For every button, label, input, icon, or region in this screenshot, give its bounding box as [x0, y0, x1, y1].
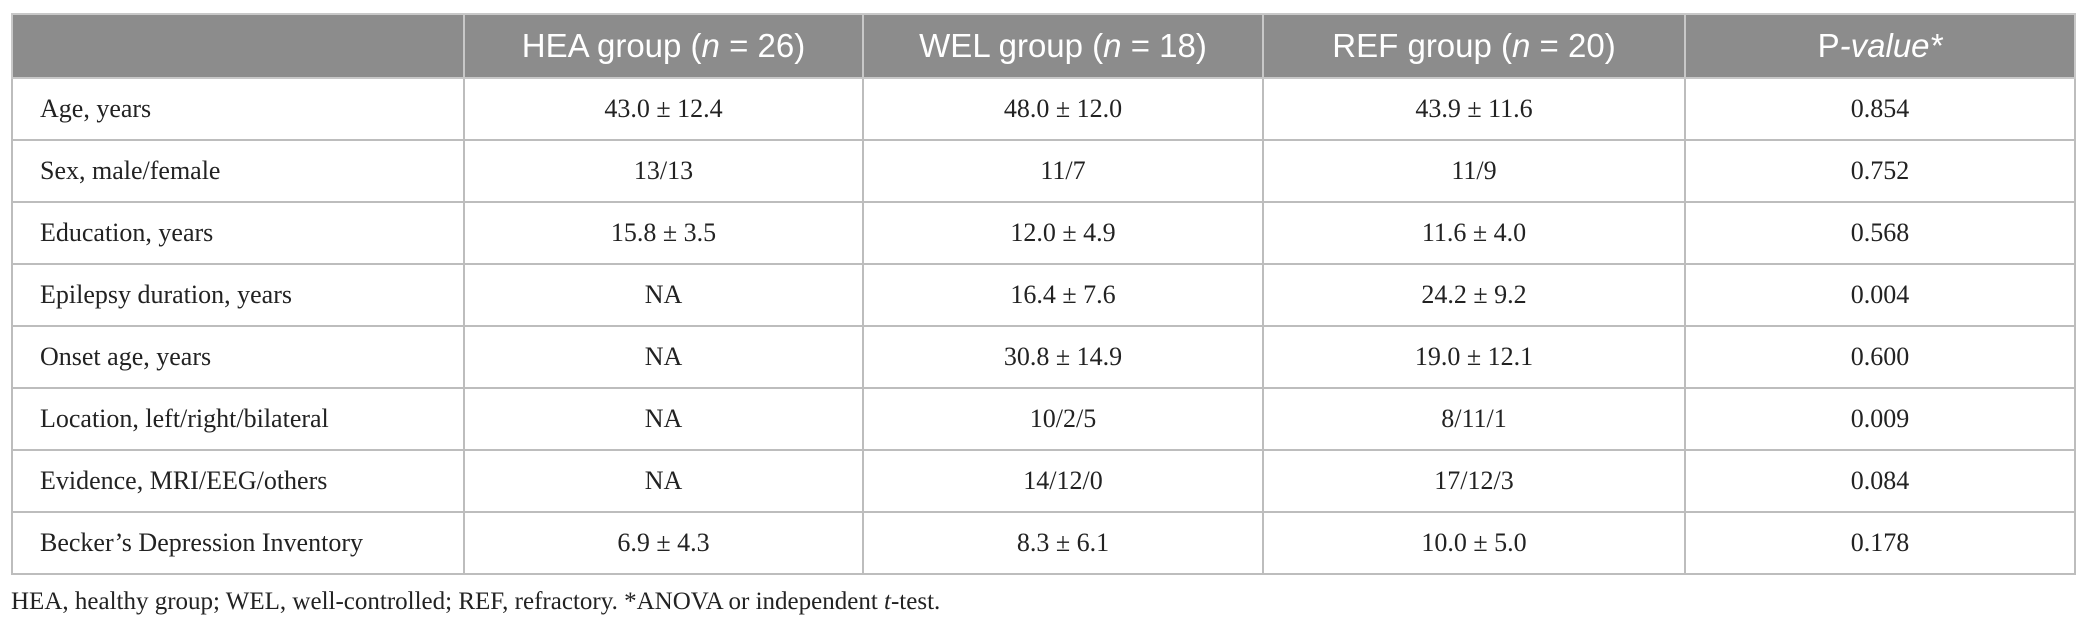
table-row: Epilepsy duration, years NA 16.4 ± 7.6 24.2…	[11, 263, 2076, 327]
table-cell: 10/2/5	[862, 387, 1264, 451]
table-cell: 0.752	[1684, 139, 2076, 203]
text: = 20)	[1530, 27, 1616, 64]
table-cell: 48.0 ± 12.0	[862, 77, 1264, 141]
table-cell: 11/7	[862, 139, 1264, 203]
row-label: Education, years	[11, 201, 465, 265]
table-cell: NA	[463, 449, 864, 513]
text: P	[1817, 27, 1840, 64]
table-cell: NA	[463, 263, 864, 327]
table-cell: 15.8 ± 3.5	[463, 201, 864, 265]
row-label: Sex, male/female	[11, 139, 465, 203]
table-cell: 10.0 ± 5.0	[1262, 511, 1686, 575]
row-label: Epilepsy duration, years	[11, 263, 465, 327]
header-cell: WEL group (n = 18)	[862, 13, 1264, 79]
table-cell: 43.9 ± 11.6	[1262, 77, 1686, 141]
text: = 18)	[1121, 27, 1207, 64]
row-label: Age, years	[11, 77, 465, 141]
table-cell: 13/13	[463, 139, 864, 203]
italic-text: -value*	[1839, 27, 1943, 64]
text: WEL group (	[919, 27, 1104, 64]
table-cell: 0.178	[1684, 511, 2076, 575]
table: HEA group (n = 26) WEL group (n = 18) REF …	[11, 13, 2076, 575]
table-cell: 16.4 ± 7.6	[862, 263, 1264, 327]
table-row: Evidence, MRI/EEG/others NA 14/12/0 17/12/3…	[11, 449, 2076, 513]
table-row: Sex, male/female 13/13 11/7 11/9 0.752	[11, 139, 2076, 203]
text: HEA, healthy group; WEL, well-controlled…	[11, 588, 885, 615]
table-header: HEA group (n = 26) WEL group (n = 18) REF …	[11, 13, 2076, 79]
table-row: Onset age, years NA 30.8 ± 14.9 19.0 ± 12.1…	[11, 325, 2076, 389]
table-cell: 0.009	[1684, 387, 2076, 451]
footnote: HEA, healthy group; WEL, well-controlled…	[11, 588, 940, 616]
table-cell: 30.8 ± 14.9	[862, 325, 1264, 389]
row-label: Location, left/right/bilateral	[11, 387, 465, 451]
table-cell: 0.084	[1684, 449, 2076, 513]
row-label: Becker’s Depression Inventory	[11, 511, 465, 575]
table-cell: 0.854	[1684, 77, 2076, 141]
row-label: Evidence, MRI/EEG/others	[11, 449, 465, 513]
text: = 26)	[719, 27, 806, 64]
table-cell: NA	[463, 387, 864, 451]
italic-text: n	[701, 27, 720, 64]
header-cell: P-value*	[1684, 13, 2076, 79]
table-cell: 11/9	[1262, 139, 1686, 203]
italic-text: t	[884, 588, 891, 615]
table-cell: 24.2 ± 9.2	[1262, 263, 1686, 327]
text: HEA group (	[521, 27, 702, 64]
table-cell: 6.9 ± 4.3	[463, 511, 864, 575]
text: -test.	[890, 588, 941, 615]
table-cell: 11.6 ± 4.0	[1262, 201, 1686, 265]
table-cell: 0.600	[1684, 325, 2076, 389]
table-cell: 14/12/0	[862, 449, 1264, 513]
italic-text: n	[1103, 27, 1122, 64]
table-row: Age, years 43.0 ± 12.4 48.0 ± 12.0 43.9 ± 1…	[11, 77, 2076, 141]
text: REF group (	[1332, 27, 1513, 64]
table-cell: 8/11/1	[1262, 387, 1686, 451]
table-cell: NA	[463, 325, 864, 389]
table-cell: 8.3 ± 6.1	[862, 511, 1264, 575]
row-label: Onset age, years	[11, 325, 465, 389]
italic-text: n	[1512, 27, 1531, 64]
table-row: Becker’s Depression Inventory 6.9 ± 4.3 8.…	[11, 511, 2076, 575]
table-cell: 19.0 ± 12.1	[1262, 325, 1686, 389]
table-cell: 0.568	[1684, 201, 2076, 265]
table-row: Location, left/right/bilateral NA 10/2/5 8/…	[11, 387, 2076, 451]
header-cell: REF group (n = 20)	[1262, 13, 1686, 79]
table-cell: 43.0 ± 12.4	[463, 77, 864, 141]
header-row: HEA group (n = 26) WEL group (n = 18) REF …	[11, 13, 2076, 79]
table-cell: 17/12/3	[1262, 449, 1686, 513]
header-cell	[11, 13, 465, 79]
table-body: Age, years 43.0 ± 12.4 48.0 ± 12.0 43.9 ± 1…	[11, 77, 2076, 575]
table-row: Education, years 15.8 ± 3.5 12.0 ± 4.9 11.6…	[11, 201, 2076, 265]
header-cell: HEA group (n = 26)	[463, 13, 864, 79]
table-cell: 0.004	[1684, 263, 2076, 327]
table-cell: 12.0 ± 4.9	[862, 201, 1264, 265]
